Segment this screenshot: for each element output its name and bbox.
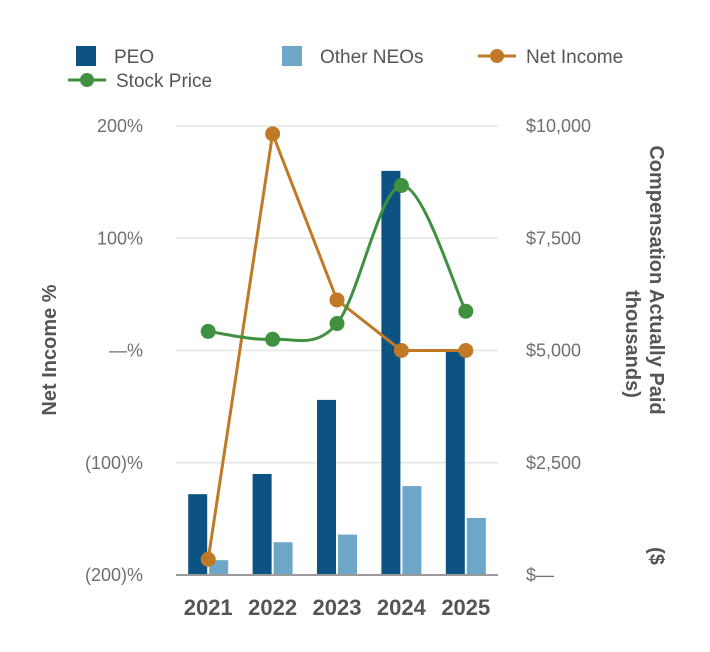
peo-bar <box>381 170 401 575</box>
stock-price-point <box>329 316 345 332</box>
stock-price-point <box>458 303 474 319</box>
net-income-point <box>329 292 345 308</box>
peo-bar <box>445 350 465 575</box>
stock-price-line <box>208 183 468 343</box>
axes: 200% 100% —% (100)% (200)% $10,000 $7,500 $5,00… <box>39 116 667 620</box>
other-neos-bar <box>466 517 486 575</box>
peo-bar <box>317 399 336 575</box>
x-tick-label: 2021 <box>184 595 233 620</box>
net-income-legend-label: Net Income <box>526 47 623 68</box>
left-axis-title: Net Income % <box>39 284 61 415</box>
stock-price-legend-label: Stock Price <box>116 71 212 92</box>
other-neos-bar <box>273 542 293 575</box>
right-axis-title-line2: thousands) <box>621 290 643 398</box>
x-tick-label: 2022 <box>248 595 297 620</box>
right-tick-label: $10,000 <box>526 116 591 136</box>
stock-price-legend-marker <box>80 73 94 87</box>
gridlines <box>176 125 498 464</box>
left-tick-label: (100)% <box>85 453 143 473</box>
left-tick-label: 100% <box>97 228 143 248</box>
x-tick-label: 2025 <box>441 595 490 620</box>
legend: PEO Other NEOs Net Income Stock Price <box>68 46 623 92</box>
bars <box>188 170 486 575</box>
right-axis-title-prefix: ($ <box>645 547 667 565</box>
right-tick-label: $— <box>526 565 554 585</box>
other-neos-bar <box>338 534 357 575</box>
other-neos-legend-swatch <box>282 46 302 66</box>
net-income-point <box>393 343 409 358</box>
net-income-legend-marker <box>490 49 504 63</box>
stock-price-point <box>393 177 409 193</box>
series-lines <box>200 126 474 567</box>
right-tick-label: $2,500 <box>526 453 581 473</box>
peo-legend-label: PEO <box>114 47 154 68</box>
peo-legend-swatch <box>76 46 96 66</box>
stock-price-point <box>200 323 216 339</box>
left-tick-label: (200)% <box>85 565 143 585</box>
right-axis-title-line1: Compensation Actually Paid <box>645 145 667 414</box>
x-tick-label: 2023 <box>313 595 362 620</box>
other-neos-legend-label: Other NEOs <box>320 47 423 68</box>
left-tick-label: 200% <box>97 116 143 136</box>
net-income-line <box>206 128 466 560</box>
other-neos-bar <box>402 486 422 575</box>
net-income-point <box>200 551 216 567</box>
peo-bar <box>252 473 272 575</box>
right-tick-label: $7,500 <box>526 228 581 248</box>
x-tick-label: 2024 <box>377 595 427 620</box>
right-tick-label: $5,000 <box>526 341 581 361</box>
left-tick-label: —% <box>109 341 143 361</box>
net-income-point <box>458 343 474 358</box>
stock-price-point <box>265 331 281 347</box>
net-income-point <box>265 126 281 142</box>
